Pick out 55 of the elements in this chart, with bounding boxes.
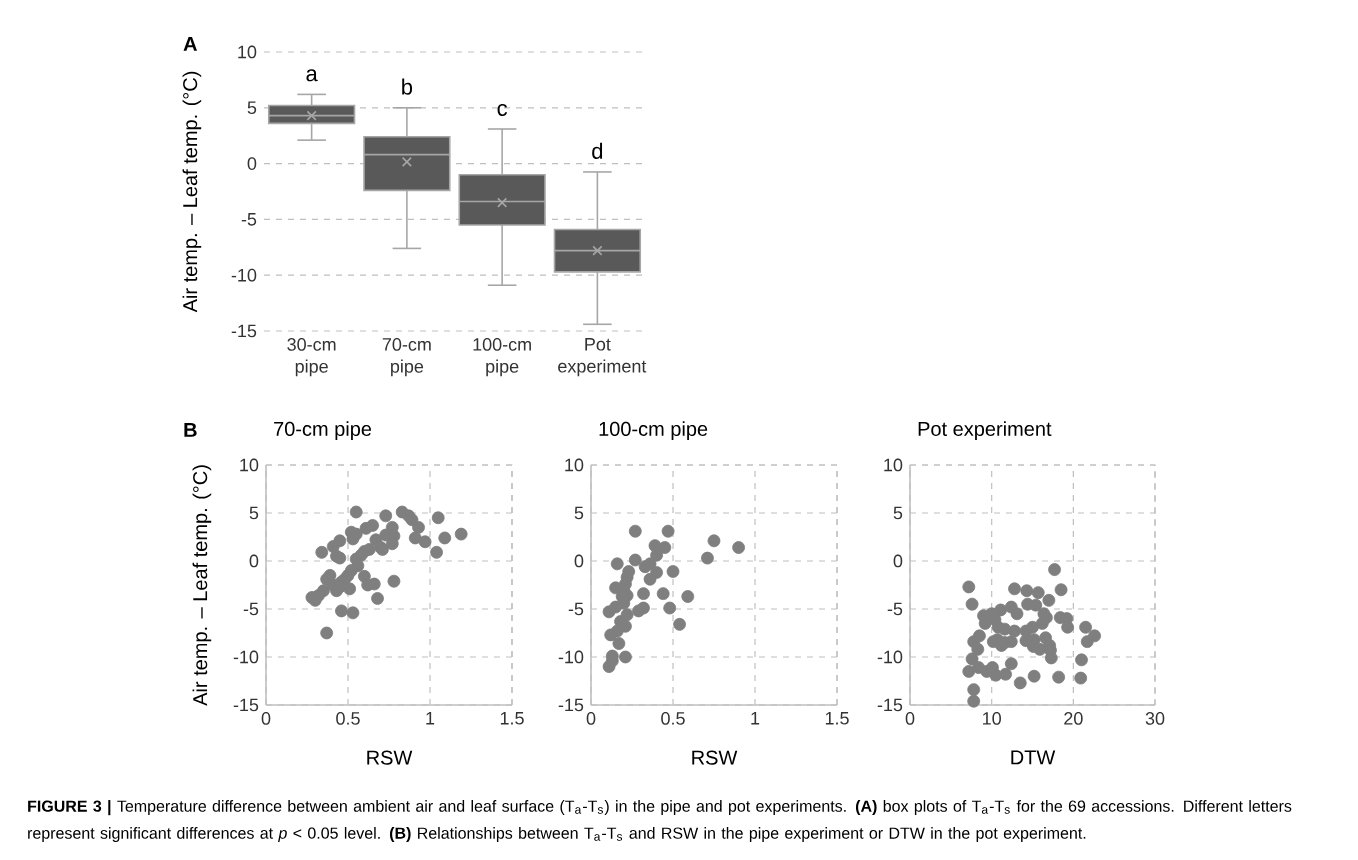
x-axis-title: DTW xyxy=(1011,750,1056,765)
text: B xyxy=(184,423,197,437)
y-tick-label: -5 xyxy=(568,602,584,616)
x-tick-label: 1 xyxy=(426,712,435,725)
x-tick-label: 100-cm pipe xyxy=(473,338,531,377)
x-tick-label: 0 xyxy=(586,712,596,725)
y-tick-label: -5 xyxy=(887,602,903,616)
chart-title: Pot experiment xyxy=(918,421,1052,440)
x-tick-label: Pot experiment xyxy=(558,338,647,377)
y-tick-label: -10 xyxy=(233,650,259,664)
annotation: b xyxy=(402,78,413,95)
y-tick-label: -15 xyxy=(877,698,903,712)
y-tick-label: 0 xyxy=(893,554,903,568)
x-axis-title: RSW xyxy=(692,750,738,765)
text: FIGURE 3 | Temperature difference between ambient air and leaf surface (T$_{a}$-T$_{s}$) in the pipe and pot experiments. (A) box plots of T$_{a}$-T$_{s}$ for the 69 accessions. Different letters represent significant differences at p < 0.05 level. (B) Relationships between T$_{a}$-T$_{s}$ and RSW in the pipe experiment or DTW in the pot experiment. xyxy=(28,800,1292,842)
y-tick-label: -10 xyxy=(877,650,903,664)
text: A xyxy=(183,37,197,51)
x-tick-label: 30 xyxy=(1145,712,1165,725)
annotation: d xyxy=(592,142,603,159)
x-tick-label: 30-cm pipe xyxy=(287,338,336,377)
y-tick-label: 0 xyxy=(249,554,259,568)
y-axis-title: Air temp. – Leaf temp. (°C) xyxy=(182,71,202,313)
x-tick-label: 0.5 xyxy=(661,712,685,725)
x-tick-label: 1.5 xyxy=(500,712,524,725)
y-tick-label: -10 xyxy=(231,268,257,282)
x-tick-label: 70-cm pipe xyxy=(382,338,431,377)
x-tick-label: 1.5 xyxy=(825,712,849,725)
chart-title: 100-cm pipe xyxy=(599,421,708,440)
y-tick-label: 10 xyxy=(240,458,259,472)
y-tick-label: 5 xyxy=(247,101,257,115)
y-tick-label: -15 xyxy=(233,698,259,712)
y-tick-label: 10 xyxy=(565,458,584,472)
y-tick-label: 10 xyxy=(884,458,903,472)
x-tick-label: 20 xyxy=(1064,712,1083,725)
y-tick-label: 0 xyxy=(247,157,257,170)
y-tick-label: -5 xyxy=(243,602,259,616)
y-tick-label: -15 xyxy=(231,324,257,338)
x-tick-label: 1 xyxy=(751,712,760,725)
y-tick-label: 5 xyxy=(574,506,584,520)
annotation: a xyxy=(306,69,318,82)
y-tick-label: -15 xyxy=(558,698,584,712)
y-tick-label: 5 xyxy=(893,506,903,520)
y-tick-label: 5 xyxy=(249,506,259,520)
y-tick-label: -5 xyxy=(241,213,257,226)
x-tick-label: 0.5 xyxy=(336,712,360,725)
y-tick-label: 10 xyxy=(238,45,257,59)
annotation: c xyxy=(497,103,508,116)
y-tick-label: 0 xyxy=(574,554,584,568)
x-tick-label: 10 xyxy=(983,712,1001,725)
x-tick-label: 0 xyxy=(905,712,915,725)
chart-title: 70-cm pipe xyxy=(274,421,372,440)
y-axis-title: Air temp. – Leaf temp. (°C) xyxy=(192,465,212,706)
y-tick-label: -10 xyxy=(558,650,584,664)
x-axis-title: RSW xyxy=(367,750,413,765)
x-tick-label: 0 xyxy=(261,712,271,725)
